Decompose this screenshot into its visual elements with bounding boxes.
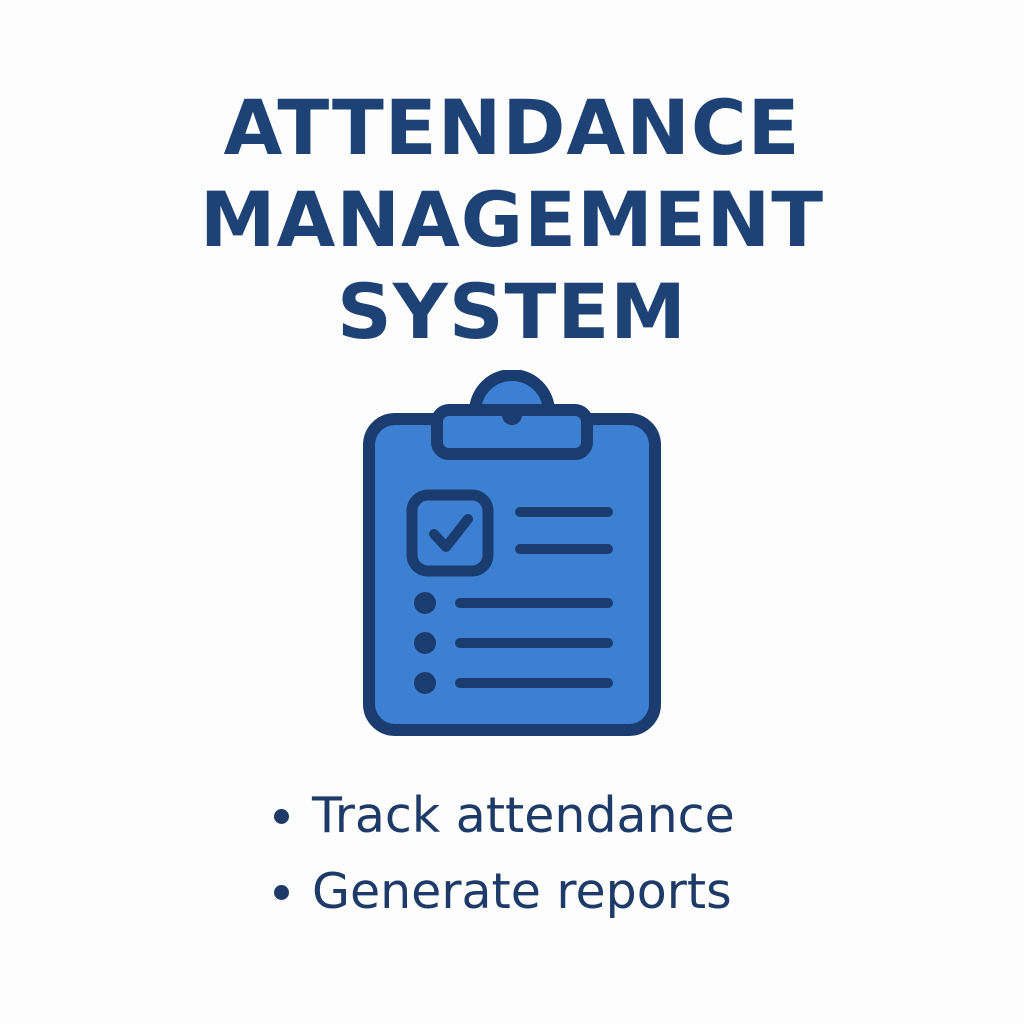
bullet-icon [274, 885, 289, 900]
clip-loop [469, 370, 555, 413]
clipboard-checklist-icon [362, 370, 662, 738]
title-line-1: ATTENDANCE [223, 83, 801, 172]
checkbox-icon [406, 489, 494, 577]
title-line-2: MANAGEMENT [199, 175, 825, 264]
clip-hole [502, 405, 522, 425]
bullet-icon [274, 809, 289, 824]
title-line-3: SYSTEM [337, 267, 687, 356]
feature-text: Track attendance [312, 787, 735, 844]
checkmark-icon [429, 514, 473, 552]
feature-list: Track attendance Generate reports [270, 778, 735, 930]
list-dot-icon [414, 632, 436, 654]
list-item: Track attendance [270, 778, 735, 854]
list-dot-icon [414, 592, 436, 614]
list-item: Generate reports [270, 854, 735, 930]
list-dot-icon [414, 672, 436, 694]
feature-text: Generate reports [312, 863, 732, 920]
page-title: ATTENDANCE MANAGEMENT SYSTEM [0, 82, 1024, 358]
